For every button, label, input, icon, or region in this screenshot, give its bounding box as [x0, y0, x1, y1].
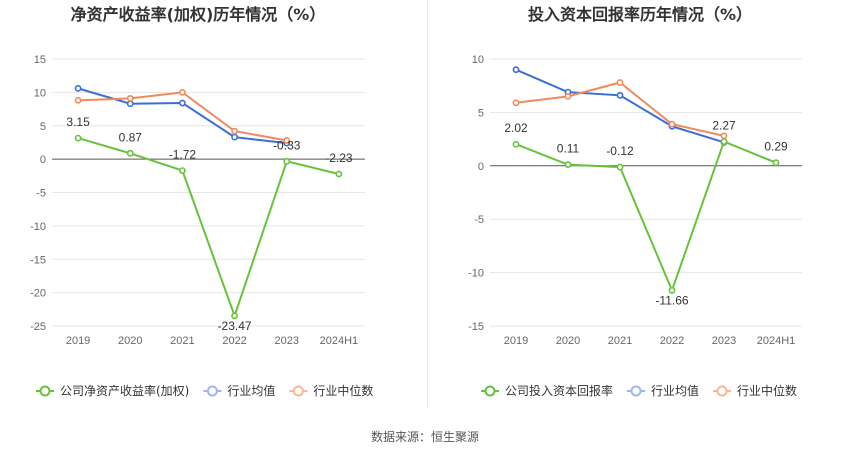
- data-point: [283, 137, 291, 144]
- data-point: [564, 92, 572, 100]
- y-tick-label: -10: [30, 221, 46, 233]
- data-label: 2.02: [504, 121, 528, 135]
- legend-swatch-marker: [484, 385, 496, 397]
- data-point: [74, 84, 82, 92]
- data-point: [720, 132, 728, 140]
- legend-label: 行业均值: [651, 383, 699, 398]
- y-tick-label: 15: [34, 54, 46, 66]
- data-label: -0.12: [606, 144, 634, 158]
- y-tick-label: -10: [468, 268, 484, 280]
- data-source-note: 数据来源：恒生聚源: [370, 430, 479, 444]
- data-point: [179, 88, 186, 96]
- data-point: [283, 157, 291, 165]
- y-tick-label: -5: [474, 214, 484, 226]
- data-point: [512, 140, 520, 148]
- x-tick-label: 2019: [504, 335, 528, 347]
- data-label: -2.23: [325, 151, 353, 165]
- y-tick-label: -20: [30, 288, 46, 300]
- data-point: [720, 138, 728, 145]
- data-label: 0.29: [764, 140, 788, 154]
- y-tick-label: -5: [36, 188, 46, 200]
- x-tick-label: 2024H1: [757, 335, 796, 347]
- data-label: 0.87: [119, 130, 143, 144]
- chart-title-1: 投入资本回报率历年情况（%）: [528, 5, 752, 24]
- y-tick-label: 5: [478, 107, 484, 119]
- x-tick-label: 2019: [66, 335, 90, 347]
- data-point: [179, 167, 186, 175]
- y-tick-label: 10: [34, 87, 46, 99]
- x-tick-label: 2023: [275, 335, 299, 347]
- chart-title-0: 净资产收益率(加权)历年情况（%）: [71, 5, 326, 24]
- series-line-0: [515, 140, 777, 294]
- data-label: 2.27: [712, 119, 736, 133]
- legend-label: 行业均值: [227, 383, 275, 398]
- series-line-2: [78, 91, 287, 142]
- data-point: [126, 149, 134, 157]
- legend-swatch-marker: [292, 385, 304, 397]
- data-point: [74, 96, 82, 104]
- legend-swatch-marker: [716, 385, 728, 397]
- data-point: [74, 134, 82, 142]
- legend-label: 公司净资产收益率(加权): [60, 383, 189, 398]
- data-point: [564, 161, 572, 169]
- legend-swatch-marker: [630, 385, 642, 397]
- data-point: [616, 91, 624, 99]
- data-label: 0.11: [557, 142, 580, 156]
- data-point: [512, 99, 520, 107]
- x-tick-label: 2020: [118, 335, 142, 347]
- x-tick-label: 2023: [712, 335, 736, 347]
- series-line-2: [515, 81, 725, 137]
- x-tick-label: 2024H1: [320, 335, 359, 347]
- y-tick-label: 10: [472, 54, 484, 66]
- data-point: [179, 99, 186, 107]
- y-tick-label: 0: [40, 154, 46, 166]
- y-tick-label: -15: [468, 321, 484, 333]
- data-point: [231, 127, 238, 135]
- data-point: [335, 170, 343, 178]
- x-tick-label: 2022: [660, 335, 684, 347]
- data-label: 3.15: [66, 115, 90, 129]
- data-point: [772, 159, 780, 167]
- series-line-0: [77, 137, 340, 319]
- y-tick-label: 5: [40, 121, 46, 133]
- data-point: [616, 163, 624, 171]
- legend-label: 行业中位数: [737, 383, 797, 398]
- y-tick-label: -15: [30, 254, 46, 266]
- data-point: [126, 94, 134, 102]
- data-label: -11.66: [655, 293, 688, 307]
- legend-label: 公司投入资本回报率: [505, 383, 613, 398]
- x-tick-label: 2021: [608, 335, 632, 347]
- data-point: [668, 120, 676, 128]
- data-label: -0.33: [273, 138, 301, 152]
- data-point: [668, 286, 676, 294]
- data-label: -23.47: [218, 319, 252, 333]
- y-tick-label: 0: [478, 161, 484, 173]
- data-point: [231, 312, 238, 320]
- data-point: [512, 66, 520, 74]
- legend-swatch-marker: [39, 385, 51, 397]
- data-point: [231, 133, 238, 141]
- legend-label: 行业中位数: [313, 383, 373, 398]
- legend-swatch-marker: [206, 385, 218, 397]
- x-tick-label: 2021: [170, 335, 194, 347]
- data-point: [126, 100, 134, 108]
- data-label: -1.72: [169, 148, 197, 162]
- data-point: [616, 79, 624, 86]
- x-tick-label: 2020: [556, 335, 580, 347]
- panel-divider: [427, 0, 428, 408]
- x-tick-label: 2022: [222, 335, 246, 347]
- y-tick-label: -25: [30, 321, 46, 333]
